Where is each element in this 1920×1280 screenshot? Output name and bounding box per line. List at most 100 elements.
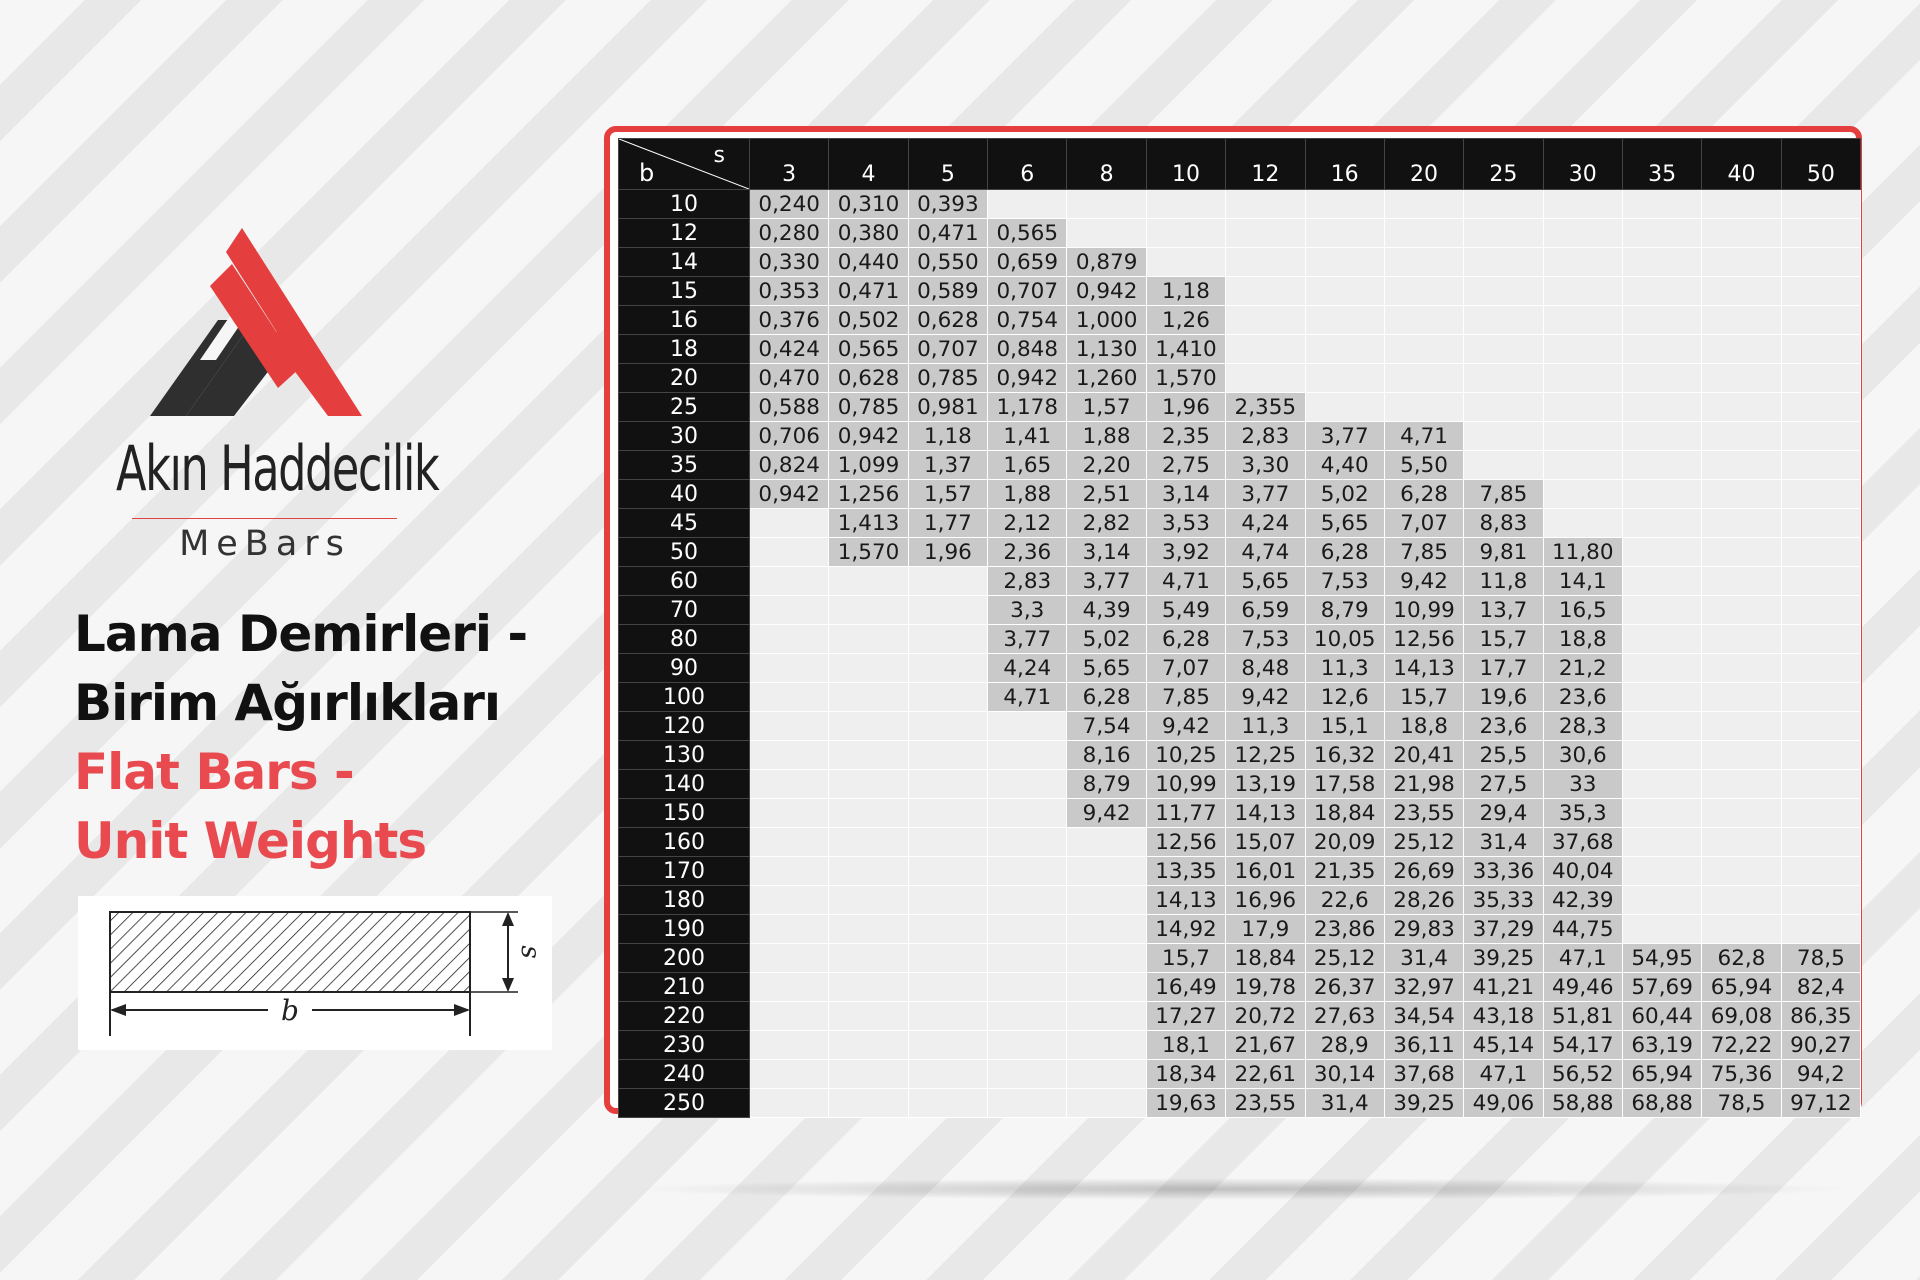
weight-cell: 19,6 <box>1463 682 1544 712</box>
weight-cell <box>907 972 989 1002</box>
weight-cell <box>748 798 830 828</box>
weight-cell <box>1145 218 1227 248</box>
weight-cell <box>828 624 909 654</box>
weight-cell: 43,18 <box>1463 1001 1544 1031</box>
weight-cell <box>828 827 909 857</box>
weight-cell: 47,1 <box>1542 943 1623 973</box>
weight-cell <box>907 943 989 973</box>
weight-cell <box>1780 305 1862 335</box>
weight-cell <box>1621 595 1703 625</box>
weight-cell: 5,65 <box>1066 653 1147 683</box>
weight-cell <box>1621 827 1703 857</box>
weight-cell: 0,376 <box>748 305 830 335</box>
weight-cell: 18,8 <box>1542 624 1623 654</box>
weight-cell: 12,25 <box>1225 740 1306 770</box>
row-header-b: 230 <box>618 1030 750 1060</box>
table-row: 230 18,1 21,67 28,9 36,11 45,14 54,17 63,19 72,2… <box>618 1030 1862 1060</box>
row-header-b: 50 <box>618 537 750 567</box>
weight-cell: 1,57 <box>1066 392 1147 422</box>
weight-cell <box>1383 305 1465 335</box>
weight-cell: 8,83 <box>1463 508 1544 538</box>
weight-cell <box>1542 363 1623 393</box>
row-header-b: 18 <box>618 334 750 364</box>
weight-cell: 0,942 <box>748 479 830 509</box>
weight-cell: 78,5 <box>1780 943 1862 973</box>
weight-cell: 3,77 <box>1066 566 1147 596</box>
row-header-b: 210 <box>618 972 750 1002</box>
weight-cell <box>1542 276 1623 306</box>
weight-cell <box>748 827 830 857</box>
weight-cell: 21,98 <box>1383 769 1465 799</box>
weight-cell: 37,68 <box>1542 827 1623 857</box>
weight-cell: 26,37 <box>1304 972 1385 1002</box>
table-row: 35 0,824 1,099 1,37 1,65 2,20 2,75 3,30 4,40 5,50 <box>618 450 1862 480</box>
weight-cell <box>1621 914 1703 944</box>
weight-cell: 16,96 <box>1225 885 1306 915</box>
weight-cell <box>1621 392 1703 422</box>
weight-cell: 4,71 <box>1383 421 1465 451</box>
weight-cell <box>1225 276 1306 306</box>
weight-cell: 0,588 <box>748 392 830 422</box>
column-header-s: 5 <box>907 138 989 190</box>
weight-cell <box>1463 334 1544 364</box>
table-row: 80 3,77 5,02 6,28 7,53 10,05 12,56 15,7 18,8 <box>618 624 1862 654</box>
weight-cell <box>1701 682 1782 712</box>
row-header-b: 170 <box>618 856 750 886</box>
weight-cell <box>1701 595 1782 625</box>
weight-cell <box>987 1030 1068 1060</box>
weight-cell: 36,11 <box>1383 1030 1465 1060</box>
weight-cell <box>1780 334 1862 364</box>
weight-cell <box>828 711 909 741</box>
weight-cell: 10,99 <box>1383 595 1465 625</box>
weight-cell: 16,32 <box>1304 740 1385 770</box>
table-row: 10 0,240 0,310 0,393 <box>618 189 1862 219</box>
weight-cell: 2,20 <box>1066 450 1147 480</box>
weight-cell: 0,824 <box>748 450 830 480</box>
weight-cell: 2,35 <box>1145 421 1227 451</box>
weight-cell: 0,942 <box>987 363 1068 393</box>
weight-cell <box>828 1030 909 1060</box>
weight-cell: 86,35 <box>1780 1001 1862 1031</box>
weight-cell: 1,256 <box>828 479 909 509</box>
weight-cell <box>987 827 1068 857</box>
weight-cell <box>1304 276 1385 306</box>
table-row: 15 0,353 0,471 0,589 0,707 0,942 1,18 <box>618 276 1862 306</box>
weight-cell: 17,27 <box>1145 1001 1227 1031</box>
weight-cell: 1,77 <box>907 508 989 538</box>
weight-cell: 0,628 <box>907 305 989 335</box>
weight-cell: 0,848 <box>987 334 1068 364</box>
weight-cell: 2,75 <box>1145 450 1227 480</box>
weight-cell: 1,41 <box>987 421 1068 451</box>
weight-cell <box>1621 247 1703 277</box>
weight-cell: 58,88 <box>1542 1088 1623 1118</box>
weight-cell <box>1621 421 1703 451</box>
table-row: 50 1,570 1,96 2,36 3,14 3,92 4,74 6,28 7,85 9,81 1… <box>618 537 1862 567</box>
weight-cell <box>1542 334 1623 364</box>
weight-cell: 65,94 <box>1621 1059 1703 1089</box>
weight-cell <box>748 1088 830 1118</box>
weight-cell <box>1145 189 1227 219</box>
table-row: 18 0,424 0,565 0,707 0,848 1,130 1,410 <box>618 334 1862 364</box>
table-corner-cell: b s <box>618 138 750 190</box>
weight-cell: 12,6 <box>1304 682 1385 712</box>
table-row: 140 8,79 10,99 13,19 17,58 21,98 27,5 33 <box>618 769 1862 799</box>
weight-cell <box>1066 972 1147 1002</box>
table-row: 150 9,42 11,77 14,13 18,84 23,55 29,4 35,3 <box>618 798 1862 828</box>
weight-cell: 18,8 <box>1383 711 1465 741</box>
weight-cell: 18,34 <box>1145 1059 1227 1089</box>
flat-bar-diagram: b s <box>78 896 552 1050</box>
weight-cell <box>1542 392 1623 422</box>
weight-cell: 0,280 <box>748 218 830 248</box>
weight-cell <box>1145 247 1227 277</box>
weight-cell <box>1701 392 1782 422</box>
flat-bar-cross-section-icon: b s <box>109 911 545 1036</box>
weight-cell: 40,04 <box>1542 856 1623 886</box>
weight-cell <box>987 1001 1068 1031</box>
weight-cell: 0,330 <box>748 247 830 277</box>
weight-cell <box>1463 392 1544 422</box>
weight-cell: 8,79 <box>1304 595 1385 625</box>
weight-cell: 16,49 <box>1145 972 1227 1002</box>
weight-cell <box>748 537 830 567</box>
weight-cell <box>1780 740 1862 770</box>
table-row: 190 14,92 17,9 23,86 29,83 37,29 44,75 <box>618 914 1862 944</box>
